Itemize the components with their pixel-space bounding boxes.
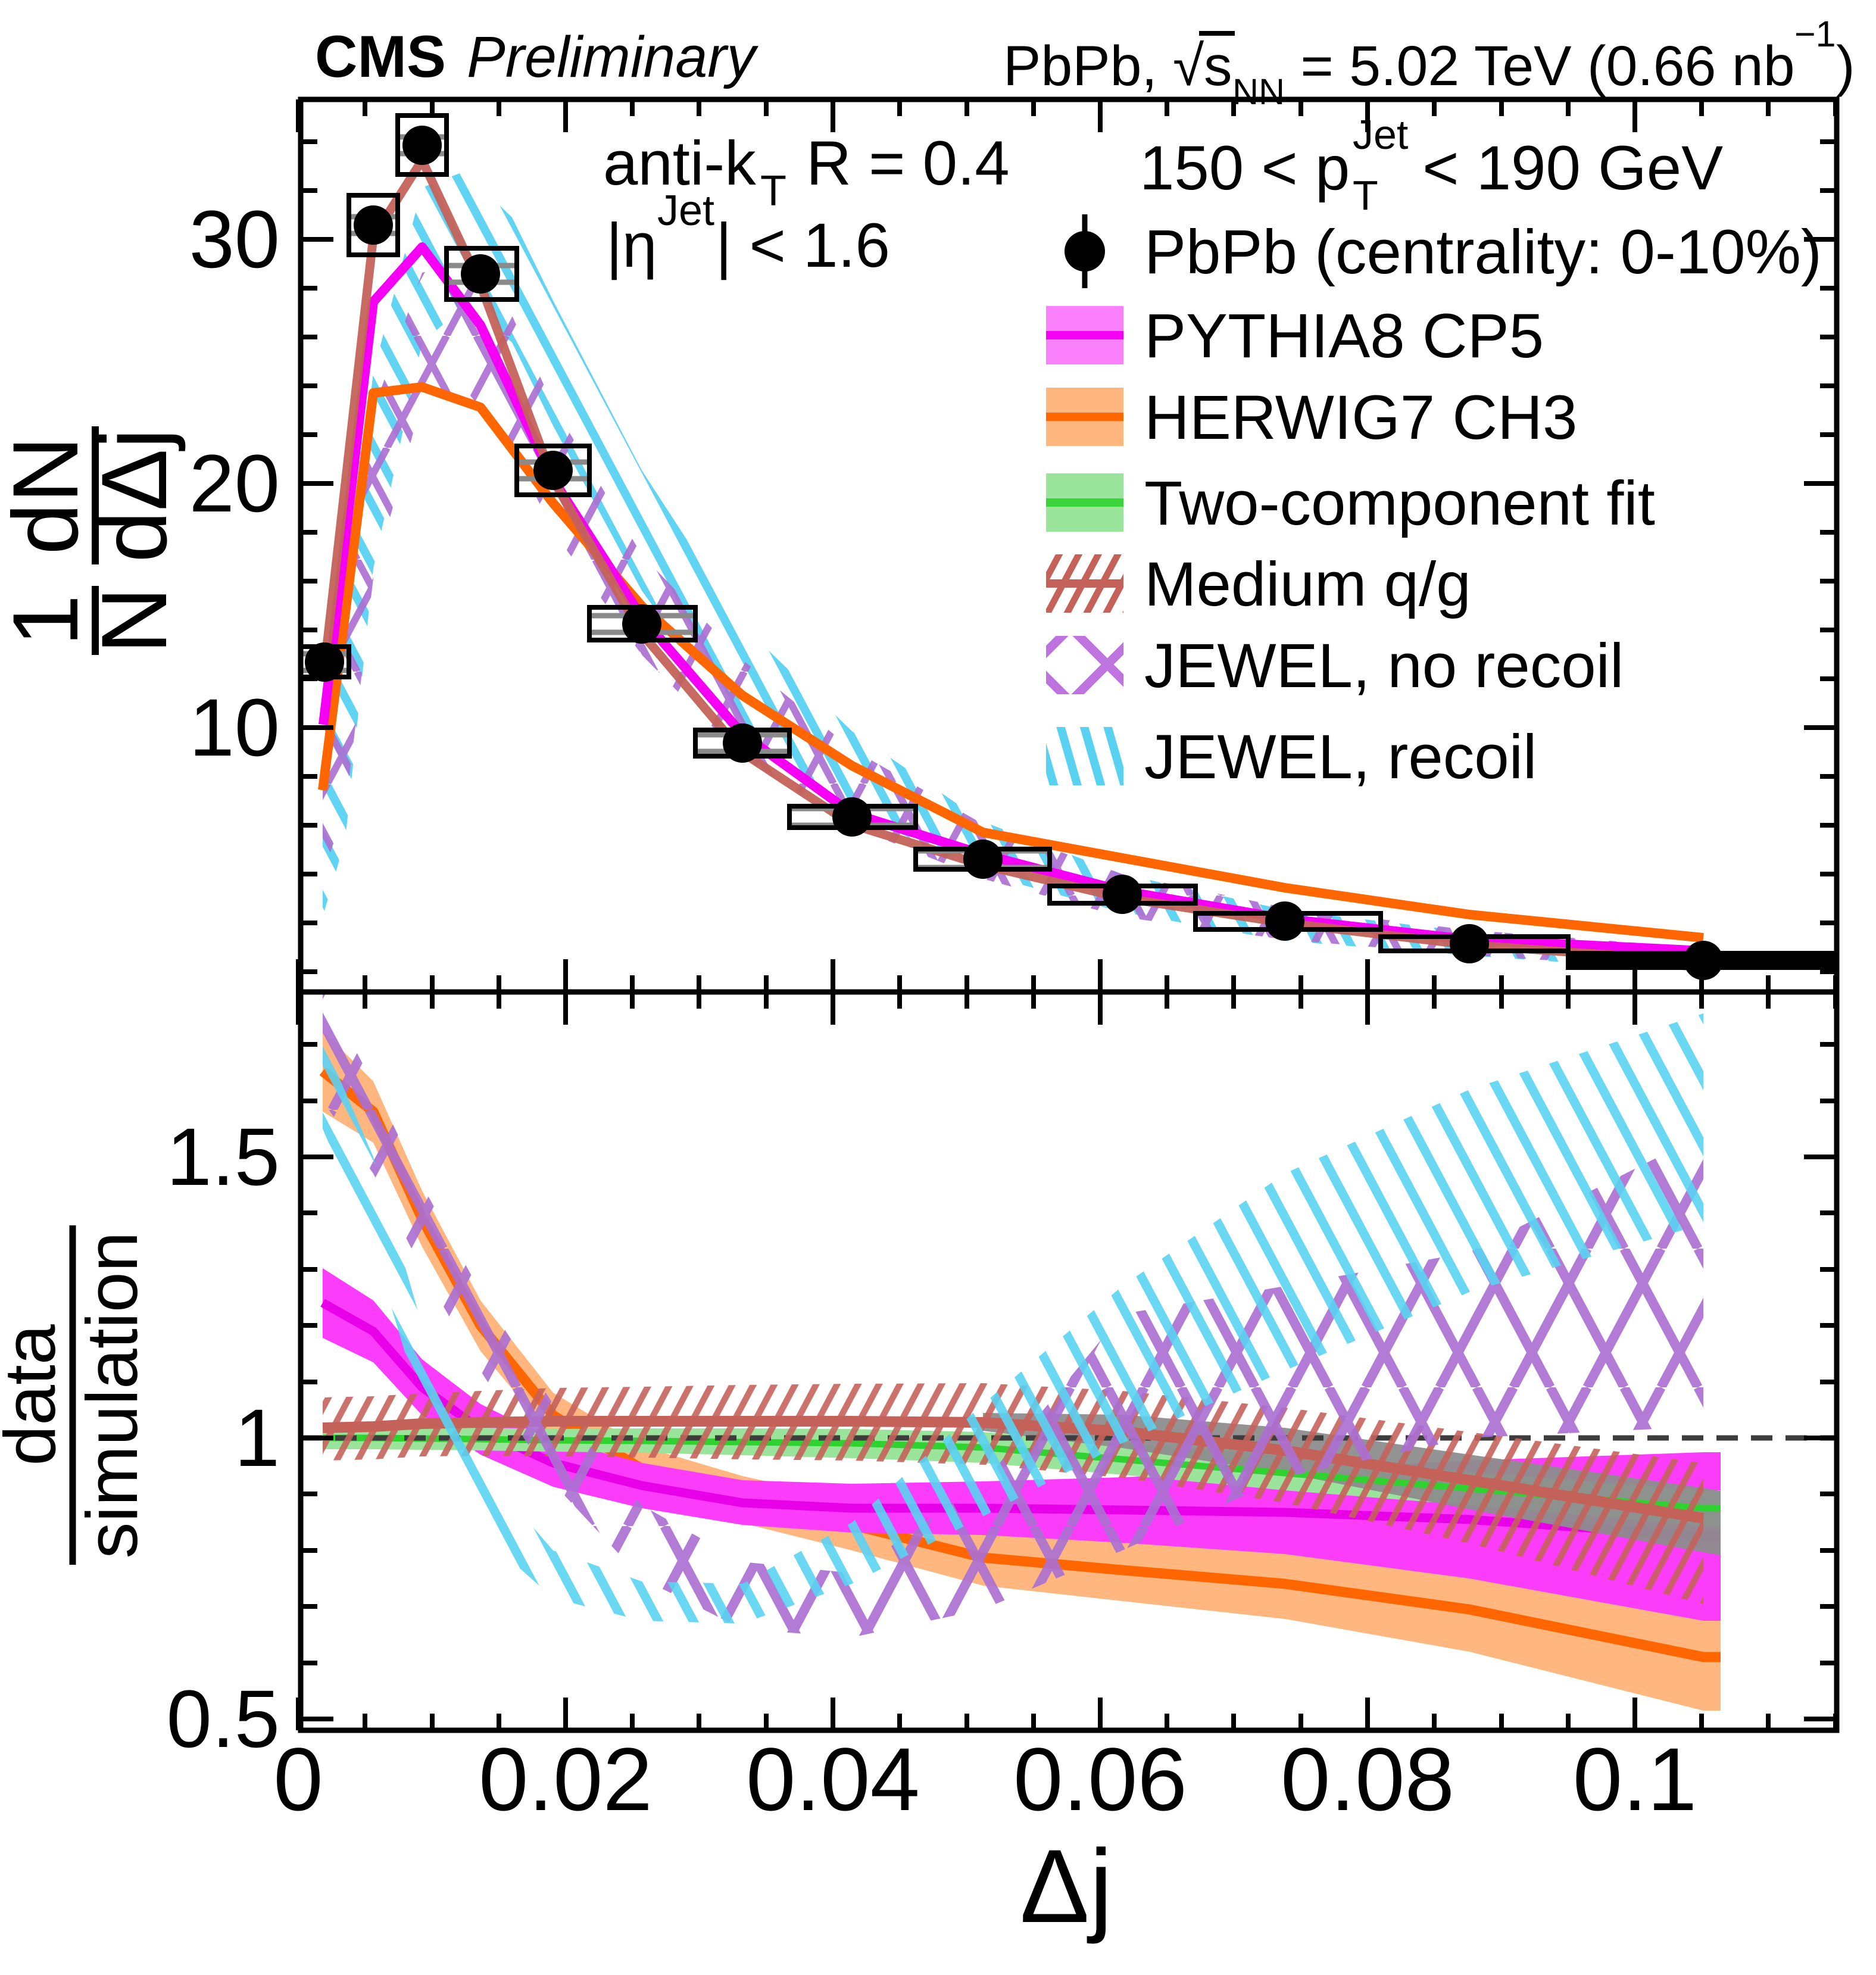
svg-text:0.5: 0.5 <box>167 1674 280 1765</box>
svg-text:20: 20 <box>189 438 280 529</box>
svg-text:< 190 GeV: < 190 GeV <box>1405 133 1723 203</box>
svg-text:simulation: simulation <box>71 1231 152 1558</box>
svg-text:0.1: 0.1 <box>1573 1729 1697 1829</box>
svg-text:dN: dN <box>0 436 98 554</box>
svg-text:R = 0.4: R = 0.4 <box>789 129 1010 198</box>
svg-text:1: 1 <box>235 1393 280 1484</box>
svg-text:= 5.02 TeV (0.66 nb: = 5.02 TeV (0.66 nb <box>1285 35 1795 98</box>
svg-text:PYTHIA8 CP5: PYTHIA8 CP5 <box>1144 301 1544 371</box>
svg-text:10: 10 <box>189 682 280 773</box>
svg-text:dΔj: dΔj <box>83 428 186 563</box>
svg-text:0.02: 0.02 <box>479 1729 653 1829</box>
svg-text:CMS: CMS <box>315 23 446 89</box>
svg-text:√: √ <box>1173 35 1204 98</box>
svg-text:JEWEL, recoil: JEWEL, recoil <box>1144 722 1537 792</box>
svg-text:0.04: 0.04 <box>746 1729 920 1829</box>
svg-text:PbPb,: PbPb, <box>1003 35 1173 98</box>
svg-text:T: T <box>760 167 786 215</box>
svg-text:Two-component fit: Two-component fit <box>1144 469 1655 538</box>
svg-text:N: N <box>83 587 186 654</box>
svg-text:0.06: 0.06 <box>1013 1729 1187 1829</box>
svg-text:Δj: Δj <box>1020 1829 1113 1945</box>
svg-text:HERWIG7 CH3: HERWIG7 CH3 <box>1144 383 1577 453</box>
svg-text:s: s <box>1204 35 1232 98</box>
svg-text:0: 0 <box>273 1729 323 1829</box>
svg-text:T: T <box>1353 172 1378 219</box>
svg-text:Jet: Jet <box>1353 111 1408 158</box>
svg-text:JEWEL, no recoil: JEWEL, no recoil <box>1144 631 1624 701</box>
svg-text:30: 30 <box>189 194 280 285</box>
svg-text:data: data <box>0 1324 70 1466</box>
svg-text:| < 1.6: | < 1.6 <box>716 211 890 280</box>
svg-text:−1: −1 <box>1794 14 1836 54</box>
svg-text:|η: |η <box>606 211 657 280</box>
svg-text:PbPb (centrality: 0-10%): PbPb (centrality: 0-10%) <box>1144 217 1822 287</box>
svg-text:1.5: 1.5 <box>167 1112 280 1203</box>
svg-text:1: 1 <box>0 595 98 647</box>
svg-text:0.08: 0.08 <box>1281 1729 1454 1829</box>
svg-text:anti-k: anti-k <box>603 129 756 198</box>
svg-text:150 < p: 150 < p <box>1140 133 1350 203</box>
svg-text:): ) <box>1836 35 1855 98</box>
svg-text:Preliminary: Preliminary <box>467 24 759 89</box>
svg-text:Medium q/g: Medium q/g <box>1144 550 1471 619</box>
svg-text:Jet: Jet <box>657 187 714 235</box>
svg-text:NN: NN <box>1232 71 1285 112</box>
